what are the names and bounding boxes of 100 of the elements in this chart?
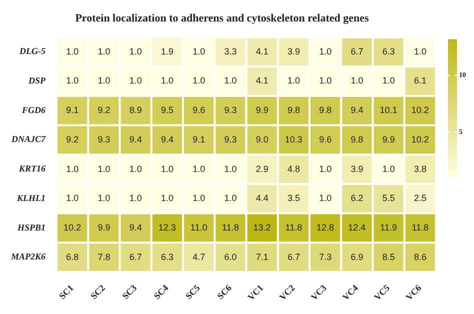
data-label: 9.1 xyxy=(192,134,206,144)
data-label: 9.4 xyxy=(160,134,174,144)
data-label: 9.2 xyxy=(98,105,110,116)
data-label: 8.5 xyxy=(382,252,395,262)
data-label: 6.7 xyxy=(287,252,300,262)
data-label: 9.8 xyxy=(287,105,300,116)
data-label: 9.4 xyxy=(350,105,364,116)
data-label: 1.0 xyxy=(98,193,110,204)
data-label: 9.9 xyxy=(382,134,395,144)
data-label: 4.1 xyxy=(256,46,268,56)
x-tick-label: VC4 xyxy=(340,282,360,302)
data-label: 9.0 xyxy=(256,134,268,144)
data-label: 6.7 xyxy=(350,46,364,56)
data-label: 9.4 xyxy=(129,134,142,144)
data-label: 12.8 xyxy=(316,222,334,232)
data-label: 1.0 xyxy=(192,46,206,56)
data-label: 9.6 xyxy=(319,134,332,144)
data-label: 7.3 xyxy=(319,252,332,262)
data-label: 9.2 xyxy=(66,134,79,144)
data-label: 9.9 xyxy=(256,105,268,116)
data-label: 1.0 xyxy=(98,46,110,56)
data-label: 6.1 xyxy=(414,76,426,86)
y-tick-label: FGD6 xyxy=(20,104,46,115)
x-tick-label: SC5 xyxy=(183,282,202,302)
data-label: 3.9 xyxy=(350,164,364,174)
data-label: 1.0 xyxy=(98,76,110,86)
y-tick-label: DLG-5 xyxy=(18,46,46,56)
data-label: 1.0 xyxy=(129,46,142,56)
data-label: 8.9 xyxy=(129,105,142,116)
y-tick-label: HSPB1 xyxy=(16,222,46,232)
x-tick-label: SC1 xyxy=(56,282,76,302)
data-label: 1.0 xyxy=(224,193,237,204)
data-label: 10.3 xyxy=(284,134,302,144)
data-label: 9.6 xyxy=(192,105,206,116)
data-label: 1.0 xyxy=(319,164,332,174)
data-label: 4.4 xyxy=(256,193,268,204)
y-tick-label: MAP2K6 xyxy=(10,252,46,262)
data-label: 6.2 xyxy=(350,193,364,204)
data-label: 6.3 xyxy=(382,46,395,56)
x-tick-label: VC5 xyxy=(372,282,392,302)
x-tick-label: VC3 xyxy=(308,282,329,302)
x-tick-label: SC2 xyxy=(88,282,108,302)
x-tick-label: SC4 xyxy=(152,282,171,302)
data-label: 6.8 xyxy=(66,252,79,262)
data-label: 10.2 xyxy=(64,222,82,232)
data-label: 9.3 xyxy=(224,105,237,116)
data-label: 3.3 xyxy=(224,46,237,56)
data-label: 6.9 xyxy=(350,252,364,262)
data-label: 12.4 xyxy=(348,222,366,232)
data-label: 1.9 xyxy=(160,46,174,56)
data-label: 1.0 xyxy=(319,76,332,86)
data-label: 1.0 xyxy=(98,164,110,174)
data-label: 1.0 xyxy=(192,193,206,204)
data-label: 11.8 xyxy=(285,222,302,232)
chart-title: Protein localization to adherens and cytoskeleton related genes xyxy=(75,12,370,24)
data-label: 11.8 xyxy=(222,222,239,232)
data-label: 1.0 xyxy=(224,164,237,174)
x-tick-label: SC6 xyxy=(215,282,234,302)
data-label: 7.8 xyxy=(98,252,110,262)
data-label: 1.0 xyxy=(414,46,426,56)
data-label: 10.2 xyxy=(411,105,429,116)
data-label: 9.3 xyxy=(224,134,237,144)
data-label: 1.0 xyxy=(224,76,237,86)
data-label: 2.9 xyxy=(256,164,268,174)
data-label: 1.0 xyxy=(129,193,142,204)
data-label: 1.0 xyxy=(382,76,395,86)
data-label: 1.0 xyxy=(192,164,206,174)
data-label: 6.0 xyxy=(224,252,237,262)
data-label: 9.8 xyxy=(319,105,332,116)
data-label: 1.0 xyxy=(160,164,174,174)
y-tick-label: KLHL1 xyxy=(16,192,46,203)
data-label: 5.5 xyxy=(382,193,395,204)
data-label: 2.5 xyxy=(414,193,426,204)
data-label: 1.0 xyxy=(350,76,364,86)
x-tick-label: VC6 xyxy=(404,282,424,302)
data-label: 9.9 xyxy=(98,222,110,232)
data-label: 1.0 xyxy=(66,46,79,56)
data-label: 1.0 xyxy=(319,46,332,56)
data-label: 3.9 xyxy=(287,46,300,56)
data-label: 10.2 xyxy=(411,134,429,144)
data-label: 1.0 xyxy=(160,193,174,204)
data-label: 1.0 xyxy=(382,164,395,174)
data-label: 1.0 xyxy=(129,164,142,174)
x-tick-label: SC3 xyxy=(120,282,139,302)
y-tick-label: KRT16 xyxy=(18,164,46,174)
data-label: 12.3 xyxy=(158,222,176,232)
data-label: 1.0 xyxy=(66,164,79,174)
data-label: 1.0 xyxy=(129,76,142,86)
data-label: 3.8 xyxy=(414,164,426,174)
data-label: 4.8 xyxy=(287,164,300,174)
data-label: 1.0 xyxy=(160,76,174,86)
data-label: 6.3 xyxy=(160,252,174,262)
data-label: 8.6 xyxy=(414,252,426,262)
y-tick-label: DSP xyxy=(27,76,46,86)
data-label: 9.3 xyxy=(98,134,110,144)
data-label: 7.1 xyxy=(256,252,268,262)
data-label: 4.7 xyxy=(192,252,206,262)
data-label: 9.8 xyxy=(350,134,364,144)
data-label: 4.1 xyxy=(256,76,268,86)
data-label: 11.8 xyxy=(412,222,429,232)
